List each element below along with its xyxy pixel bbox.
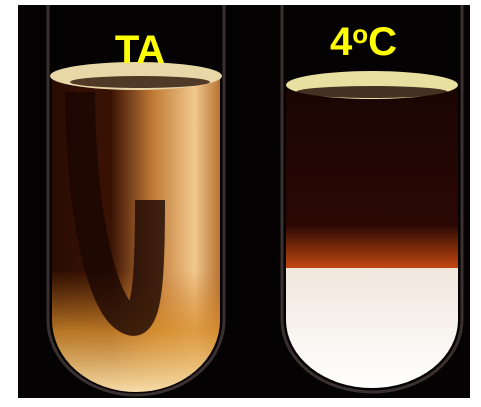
- photo: TA 4oC: [0, 0, 481, 407]
- right-tube-ring: [296, 86, 448, 98]
- page: TA 4oC (() => { const data = JSON.parse(…: [0, 0, 481, 407]
- right-label-superscript: o: [352, 19, 368, 49]
- right-label-unit: C: [368, 20, 397, 64]
- left-tube-ring: [70, 76, 210, 88]
- right-tube-liquid: [286, 90, 458, 270]
- right-label-number: 4: [330, 20, 353, 64]
- left-label: TA: [115, 28, 165, 72]
